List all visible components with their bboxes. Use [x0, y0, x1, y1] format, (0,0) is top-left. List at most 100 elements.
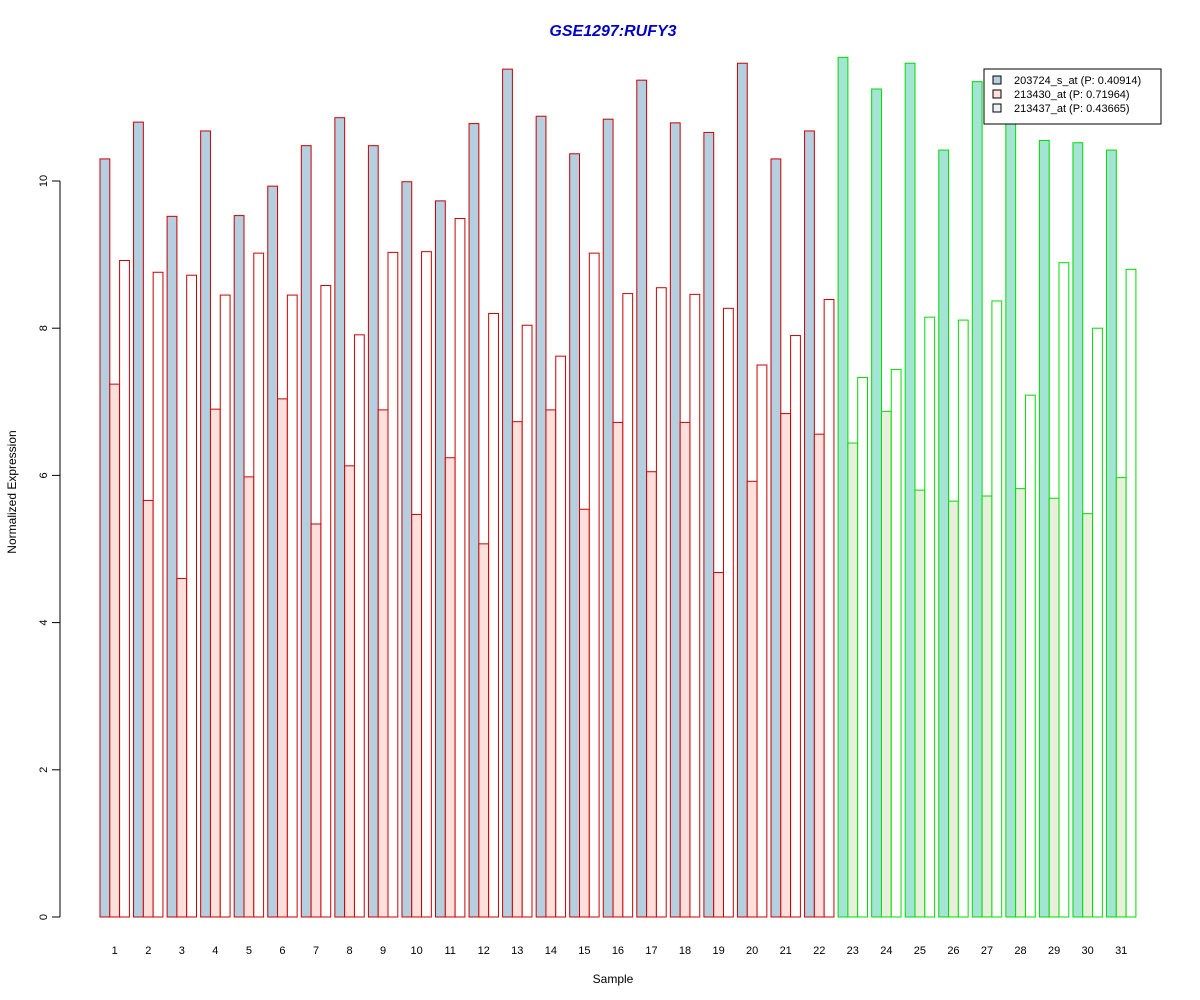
- bar-sample-1-series-3: [119, 259, 130, 918]
- bar-sample-17-series-2: [646, 471, 657, 918]
- legend-box: [983, 68, 1162, 125]
- bar-sample-11-series-3: [454, 218, 466, 918]
- bar-sample-22-series-1: [804, 130, 815, 918]
- x-tick-label: 26: [947, 945, 959, 957]
- x-tick-label: 29: [1048, 945, 1060, 957]
- bar-sample-10-series-3: [421, 251, 432, 918]
- x-tick-label: 7: [313, 945, 319, 957]
- bar-sample-25-series-2: [914, 489, 926, 918]
- y-tick-label: 10: [38, 175, 50, 187]
- chart-title: GSE1297:RUFY3: [549, 23, 676, 40]
- x-tick-label: 21: [780, 945, 792, 957]
- x-tick-label: 5: [246, 945, 252, 957]
- bar-sample-15-series-2: [579, 508, 590, 918]
- bar-sample-19-series-3: [723, 307, 734, 918]
- x-axis-label: Sample: [593, 972, 634, 986]
- bar-sample-4-series-1: [200, 130, 211, 918]
- x-tick-label: 27: [981, 945, 993, 957]
- x-tick-label: 30: [1082, 945, 1094, 957]
- bar-sample-12-series-3: [488, 312, 499, 918]
- bar-sample-28-series-1: [1005, 114, 1017, 918]
- bar-sample-19-series-1: [703, 131, 715, 918]
- x-tick-label: 13: [511, 945, 523, 957]
- x-tick-label: 14: [545, 945, 557, 957]
- x-tick-label: 18: [679, 945, 691, 957]
- legend-entry: 203724_s_at (P: 0.40914): [1014, 75, 1141, 87]
- x-tick-label: 16: [612, 945, 624, 957]
- x-tick-label: 25: [914, 945, 926, 957]
- bar-sample-14-series-3: [555, 355, 567, 918]
- bar-sample-20-series-1: [736, 62, 748, 918]
- x-tick-label: 6: [279, 945, 285, 957]
- bar-sample-23-series-3: [857, 377, 869, 918]
- bar-sample-29-series-2: [1048, 497, 1060, 918]
- legend-entry: 213430_at (P: 0.71964): [1014, 89, 1130, 101]
- bar-sample-26-series-2: [948, 500, 959, 918]
- bar-sample-31-series-3: [1125, 268, 1137, 918]
- x-tick-label: 11: [444, 945, 455, 957]
- bar-sample-15-series-1: [569, 153, 581, 918]
- x-axis-ticks: 1 2 3 4 5 6 7 8 9 10 11 12 13 14 15 16 17 18 19 20 21 22 23 24 2…: [112, 945, 1128, 957]
- bar-sample-17-series-3: [655, 287, 667, 918]
- bar-sample-21-series-2: [780, 413, 792, 918]
- bar-sample-22-series-2: [813, 433, 825, 918]
- x-tick-label: 2: [145, 945, 151, 957]
- bar-sample-5-series-3: [253, 252, 265, 918]
- x-tick-label: 8: [346, 945, 352, 957]
- bar-sample-8-series-2: [344, 465, 355, 918]
- bar-sample-9-series-3: [387, 251, 399, 918]
- y-tick-label: 0: [38, 914, 50, 920]
- x-tick-label: 15: [578, 945, 590, 957]
- bar-sample-26-series-3: [957, 319, 969, 918]
- bar-sample-18-series-1: [669, 122, 681, 918]
- bar-sample-30-series-1: [1072, 142, 1084, 918]
- x-tick-label: 20: [746, 945, 758, 957]
- x-tick-label: 4: [212, 945, 218, 957]
- x-tick-label: 23: [847, 945, 859, 957]
- bar-sample-6-series-3: [286, 294, 298, 918]
- x-tick-label: 10: [411, 945, 423, 957]
- bar-sample-3-series-2: [176, 577, 188, 918]
- bar-sample-21-series-3: [790, 335, 801, 918]
- bar-sample-12-series-1: [468, 123, 480, 918]
- bar-sample-6-series-1: [267, 185, 279, 918]
- y-tick-label: 4: [38, 620, 50, 626]
- x-tick-label: 12: [478, 945, 490, 957]
- bar-sample-7-series-3: [320, 285, 332, 918]
- bar-sample-2-series-2: [142, 499, 154, 918]
- bar-sample-14-series-2: [545, 409, 557, 918]
- bar-sample-27-series-2: [981, 495, 993, 918]
- y-axis-label: Normalized Expression: [5, 430, 19, 553]
- bar-sample-17-series-1: [636, 79, 648, 918]
- y-tick-label: 6: [38, 472, 50, 478]
- bar-sample-16-series-1: [602, 118, 614, 918]
- bar-sample-15-series-3: [588, 252, 600, 918]
- bar-sample-18-series-2: [679, 421, 691, 918]
- bar-sample-27-series-1: [971, 81, 983, 918]
- bar-sample-21-series-1: [770, 158, 782, 918]
- bar-sample-18-series-3: [689, 293, 701, 918]
- bar-sample-13-series-2: [511, 421, 523, 918]
- bar-sample-3-series-1: [166, 215, 178, 918]
- bar-sample-12-series-2: [478, 543, 490, 918]
- bar-sample-7-series-1: [300, 145, 312, 918]
- bar-sample-28-series-3: [1024, 394, 1036, 918]
- bar-sample-10-series-2: [411, 513, 423, 918]
- legend-swatch: [992, 89, 1002, 99]
- bar-sample-1-series-2: [109, 383, 121, 918]
- bar-sample-22-series-3: [823, 299, 835, 918]
- bar-sample-9-series-1: [367, 145, 379, 918]
- bar-sample-26-series-1: [938, 149, 950, 918]
- legend-swatch: [992, 75, 1002, 85]
- x-tick-label: 9: [380, 945, 386, 957]
- bar-sample-23-series-2: [847, 442, 859, 918]
- x-tick-label: 22: [813, 945, 825, 957]
- bar-sample-23-series-1: [837, 56, 849, 918]
- bar-sample-19-series-2: [713, 572, 725, 918]
- x-tick-label: 17: [645, 945, 657, 957]
- bar-sample-27-series-3: [991, 300, 1003, 918]
- bar-sample-2-series-1: [133, 121, 144, 918]
- bar-sample-3-series-3: [186, 274, 197, 918]
- bar-sample-31-series-1: [1106, 149, 1117, 918]
- bar-sample-30-series-2: [1082, 513, 1094, 918]
